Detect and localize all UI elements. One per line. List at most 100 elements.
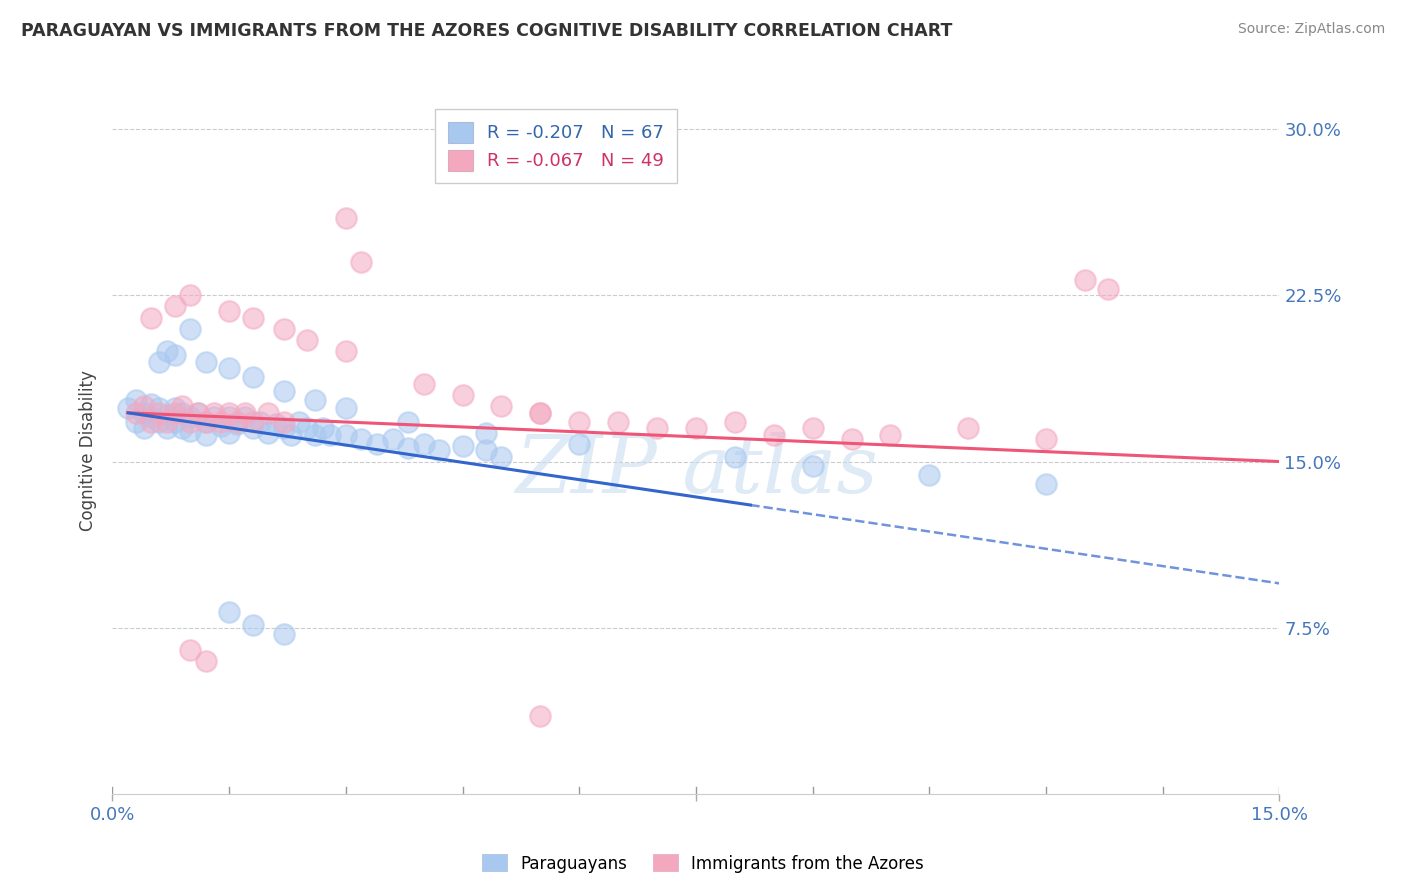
Point <box>529 406 551 420</box>
Point <box>801 458 824 473</box>
Point <box>187 406 209 420</box>
Point <box>412 376 434 391</box>
Point <box>280 428 302 442</box>
Point <box>148 415 170 429</box>
Point <box>218 361 240 376</box>
Point <box>645 421 668 435</box>
Point <box>187 406 209 420</box>
Point <box>724 415 747 429</box>
Point <box>242 618 264 632</box>
Legend: R = -0.207   N = 67, R = -0.067   N = 49: R = -0.207 N = 67, R = -0.067 N = 49 <box>434 109 676 184</box>
Point <box>209 419 232 434</box>
Point <box>257 425 280 440</box>
Point <box>249 415 271 429</box>
Point <box>451 439 474 453</box>
Point <box>475 425 498 440</box>
Point <box>179 643 201 657</box>
Point <box>218 406 240 420</box>
Point <box>163 401 186 416</box>
Point <box>179 415 201 429</box>
Point <box>202 406 225 420</box>
Point <box>685 421 707 435</box>
Point <box>125 392 148 407</box>
Point <box>396 442 419 456</box>
Point <box>918 467 941 482</box>
Point <box>226 415 249 429</box>
Point <box>218 304 240 318</box>
Point <box>350 433 373 447</box>
Point <box>132 421 155 435</box>
Legend: Paraguayans, Immigrants from the Azores: Paraguayans, Immigrants from the Azores <box>475 847 931 880</box>
Point <box>529 709 551 723</box>
Point <box>242 415 264 429</box>
Y-axis label: Cognitive Disability: Cognitive Disability <box>79 370 97 531</box>
Point <box>141 310 163 325</box>
Point <box>132 406 155 420</box>
Point <box>163 406 186 420</box>
Point <box>194 415 217 429</box>
Point <box>242 310 264 325</box>
Point <box>148 401 170 416</box>
Point <box>179 410 201 425</box>
Point <box>218 425 240 440</box>
Point <box>841 433 863 447</box>
Point <box>141 415 163 429</box>
Point <box>529 406 551 420</box>
Point <box>491 450 513 464</box>
Point <box>172 421 194 435</box>
Point <box>172 406 194 420</box>
Point <box>295 333 318 347</box>
Point <box>218 410 240 425</box>
Point <box>1097 282 1119 296</box>
Text: Source: ZipAtlas.com: Source: ZipAtlas.com <box>1237 22 1385 37</box>
Text: PARAGUAYAN VS IMMIGRANTS FROM THE AZORES COGNITIVE DISABILITY CORRELATION CHART: PARAGUAYAN VS IMMIGRANTS FROM THE AZORES… <box>21 22 952 40</box>
Point <box>209 415 232 429</box>
Point <box>148 406 170 420</box>
Point <box>202 410 225 425</box>
Point <box>132 399 155 413</box>
Point <box>319 428 342 442</box>
Point <box>233 406 256 420</box>
Point <box>491 399 513 413</box>
Point <box>163 348 186 362</box>
Point <box>273 421 295 435</box>
Point <box>163 415 186 429</box>
Point <box>762 428 785 442</box>
Point <box>396 415 419 429</box>
Point <box>335 428 357 442</box>
Point <box>957 421 980 435</box>
Point <box>163 300 186 314</box>
Point <box>172 399 194 413</box>
Point <box>257 406 280 420</box>
Point <box>879 428 901 442</box>
Point <box>264 417 287 431</box>
Point <box>273 415 295 429</box>
Point <box>607 415 630 429</box>
Point <box>1074 273 1097 287</box>
Point <box>295 421 318 435</box>
Point <box>226 417 249 431</box>
Point <box>366 437 388 451</box>
Point <box>156 421 179 435</box>
Point <box>412 437 434 451</box>
Point <box>335 343 357 358</box>
Point <box>304 392 326 407</box>
Text: ZIP atlas: ZIP atlas <box>515 433 877 510</box>
Point <box>233 410 256 425</box>
Point <box>179 424 201 438</box>
Point <box>156 408 179 422</box>
Point <box>242 370 264 384</box>
Point <box>242 421 264 435</box>
Point <box>304 428 326 442</box>
Point <box>141 410 163 425</box>
Point <box>350 255 373 269</box>
Point <box>194 654 217 668</box>
Point <box>568 437 591 451</box>
Point <box>381 433 404 447</box>
Point <box>194 355 217 369</box>
Point <box>273 627 295 641</box>
Point <box>273 321 295 335</box>
Point <box>475 443 498 458</box>
Point <box>125 415 148 429</box>
Point <box>156 343 179 358</box>
